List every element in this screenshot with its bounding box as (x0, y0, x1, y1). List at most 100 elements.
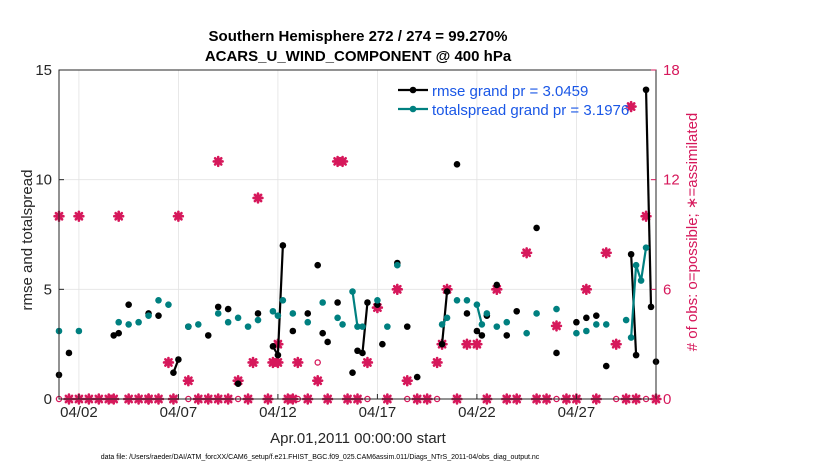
possible-obs-marker (274, 359, 282, 366)
totalspread-point (115, 318, 122, 326)
x-tick-label: 04/27 (558, 404, 596, 421)
rmse-point (175, 356, 182, 363)
rmse-point (642, 86, 650, 94)
totalspread-point (145, 312, 152, 319)
rmse-point (304, 310, 312, 317)
assimilated-obs-marker (312, 375, 324, 387)
x-tick-label: 04/22 (458, 404, 496, 421)
totalspread-point (453, 297, 461, 304)
rmse-point (314, 261, 322, 269)
totalspread-point (523, 329, 530, 337)
totalspread-line-segment (630, 265, 638, 338)
rmse-point (403, 323, 411, 330)
rmse-point (170, 369, 177, 376)
data-file-footer: data file: /Users/raeder/DAI/ATM_forcXX/… (101, 454, 540, 461)
rmse-point (234, 380, 242, 387)
assimilated-obs-marker (550, 320, 563, 332)
totalspread-point (384, 323, 391, 330)
rmse-point (324, 338, 331, 346)
legend-spread-label: totalspread grand pr = 3.1976 (432, 102, 629, 119)
assimilated-obs-marker (73, 210, 85, 222)
assimilated-obs-marker (491, 283, 503, 296)
rmse-point (473, 327, 481, 335)
assimilated-obs-marker (162, 356, 175, 369)
totalspread-point (289, 310, 297, 317)
totalspread-point (443, 314, 451, 322)
totalspread-point (573, 329, 580, 337)
y-tick-label-left: 5 (44, 281, 52, 298)
rmse-point (269, 343, 277, 350)
rmse-point (364, 299, 371, 306)
rmse-point (319, 329, 326, 337)
rmse-point (583, 314, 590, 322)
totalspread-point (533, 310, 540, 317)
totalspread-point (214, 310, 222, 317)
rmse-point (65, 349, 73, 357)
rmse-point (349, 369, 356, 376)
totalspread-point (374, 297, 381, 304)
totalspread-point (593, 321, 600, 328)
totalspread-line-segment (475, 304, 483, 325)
totalspread-point (642, 244, 650, 251)
plot-frame (58, 69, 657, 400)
legend-spread-marker (409, 105, 417, 113)
y-axis-label-left: rmse and totalspread (19, 170, 36, 311)
totalspread-point (165, 301, 172, 308)
assimilated-obs-marker (640, 210, 652, 222)
totalspread-point (339, 321, 346, 328)
totalspread-point (553, 305, 560, 313)
assimilated-obs-marker (520, 247, 533, 259)
assimilated-obs-marker (600, 247, 612, 259)
y-tick-label-left: 15 (35, 62, 52, 79)
rmse-point (379, 340, 386, 348)
rmse-point (493, 281, 501, 289)
rmse-point (478, 332, 486, 339)
rmse-point (513, 307, 520, 315)
x-tick-label: 04/17 (359, 404, 397, 421)
rmse-point (647, 303, 655, 311)
rmse-point (274, 351, 282, 359)
rmse-line-segment (644, 89, 653, 307)
totalspread-point (185, 323, 192, 330)
assimilated-obs-marker (336, 155, 349, 168)
totalspread-line-segment (351, 291, 359, 327)
rmse-point (463, 310, 471, 317)
rmse-point (602, 362, 610, 370)
rmse-point (254, 310, 262, 317)
totalspread-point (269, 307, 277, 315)
rmse-point (627, 250, 635, 258)
rmse-point (110, 332, 118, 339)
totalspread-point (354, 323, 361, 330)
legend: rmse grand pr = 3.0459 totalspread grand… (398, 83, 629, 119)
assimilated-obs-marker (113, 210, 125, 222)
totalspread-point (463, 297, 471, 304)
x-tick-label: 04/12 (259, 404, 297, 421)
legend-rmse-label: rmse grand pr = 3.0459 (432, 83, 588, 100)
totalspread-point (234, 314, 242, 322)
rmse-point (125, 301, 132, 308)
totalspread-point (244, 323, 252, 330)
totalspread-point (224, 318, 232, 326)
totalspread-point (334, 314, 341, 322)
totalspread-point (602, 321, 610, 328)
assimilated-obs-marker (401, 375, 413, 387)
rmse-point (214, 303, 222, 311)
totalspread-point (394, 261, 401, 269)
totalspread-point (125, 321, 132, 328)
totalspread-point (622, 316, 630, 324)
totalspread-point (135, 318, 142, 326)
rmse-point (289, 327, 297, 335)
rmse-point (155, 312, 162, 319)
rmse-point (533, 224, 540, 232)
totalspread-point (503, 318, 511, 326)
y-tick-label-right: 0 (663, 391, 671, 408)
legend-rmse-marker (409, 86, 417, 94)
totalspread-point (359, 323, 366, 330)
totalspread-point (274, 312, 282, 319)
totalspread-point (349, 288, 356, 295)
rmse-point (438, 340, 446, 348)
chart-title-line1: Southern Hemisphere 272 / 274 = 99.270% (209, 28, 508, 45)
rmse-point (115, 329, 122, 337)
y-tick-label-right: 12 (663, 172, 680, 189)
assimilated-obs-marker (471, 338, 483, 350)
